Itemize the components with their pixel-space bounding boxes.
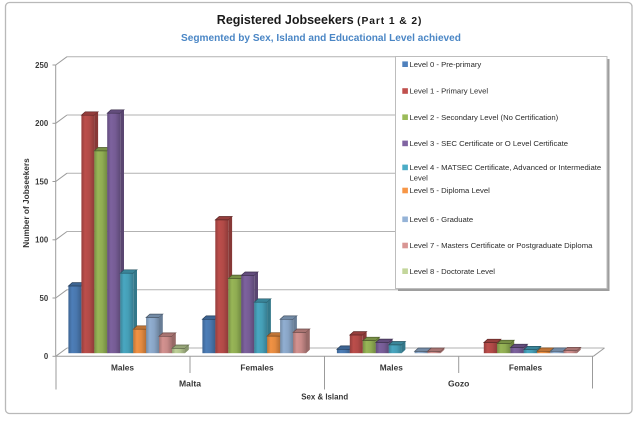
svg-text:Level 7 - Masters Certificate: Level 7 - Masters Certificate or Postgra…: [410, 241, 594, 250]
svg-text:Level 3 - SEC Certificate or O: Level 3 - SEC Certificate or O Level Cer…: [410, 139, 569, 148]
svg-text:Level 8 - Doctorate Level: Level 8 - Doctorate Level: [410, 267, 496, 276]
svg-text:50: 50: [40, 294, 49, 303]
svg-text:Level: Level: [410, 174, 429, 183]
svg-text:Level 0 - Pre-primary: Level 0 - Pre-primary: [410, 60, 482, 69]
svg-text:100: 100: [35, 236, 49, 245]
svg-text:Sex & Island: Sex & Island: [301, 393, 348, 402]
svg-text:Registered Jobseekers (Part 1: Registered Jobseekers (Part 1 & 2): [217, 13, 423, 27]
svg-text:Gozo: Gozo: [448, 379, 469, 389]
svg-text:Females: Females: [509, 362, 543, 372]
svg-text:Malta: Malta: [179, 379, 201, 389]
svg-text:150: 150: [35, 177, 49, 186]
svg-text:Level 4 - MATSEC Certificate,: Level 4 - MATSEC Certificate, Advanced o…: [410, 163, 602, 172]
svg-text:Males: Males: [111, 362, 134, 372]
svg-text:Level 6 - Graduate: Level 6 - Graduate: [410, 215, 474, 224]
svg-text:Level 1 - Primary Level: Level 1 - Primary Level: [410, 87, 489, 96]
svg-text:Number of Jobseekers: Number of Jobseekers: [21, 158, 31, 248]
svg-text:250: 250: [35, 61, 49, 70]
svg-text:Level 2 - Secondary Level (No: Level 2 - Secondary Level (No Certificat…: [410, 113, 559, 122]
svg-text:Males: Males: [380, 362, 403, 372]
svg-text:200: 200: [35, 119, 49, 128]
svg-text:Level 5 - Diploma Level: Level 5 - Diploma Level: [410, 186, 491, 195]
svg-text:Females: Females: [240, 362, 274, 372]
svg-text:0: 0: [44, 352, 49, 361]
svg-text:Segmented by Sex, Island and E: Segmented by Sex, Island and Educational…: [181, 33, 461, 44]
